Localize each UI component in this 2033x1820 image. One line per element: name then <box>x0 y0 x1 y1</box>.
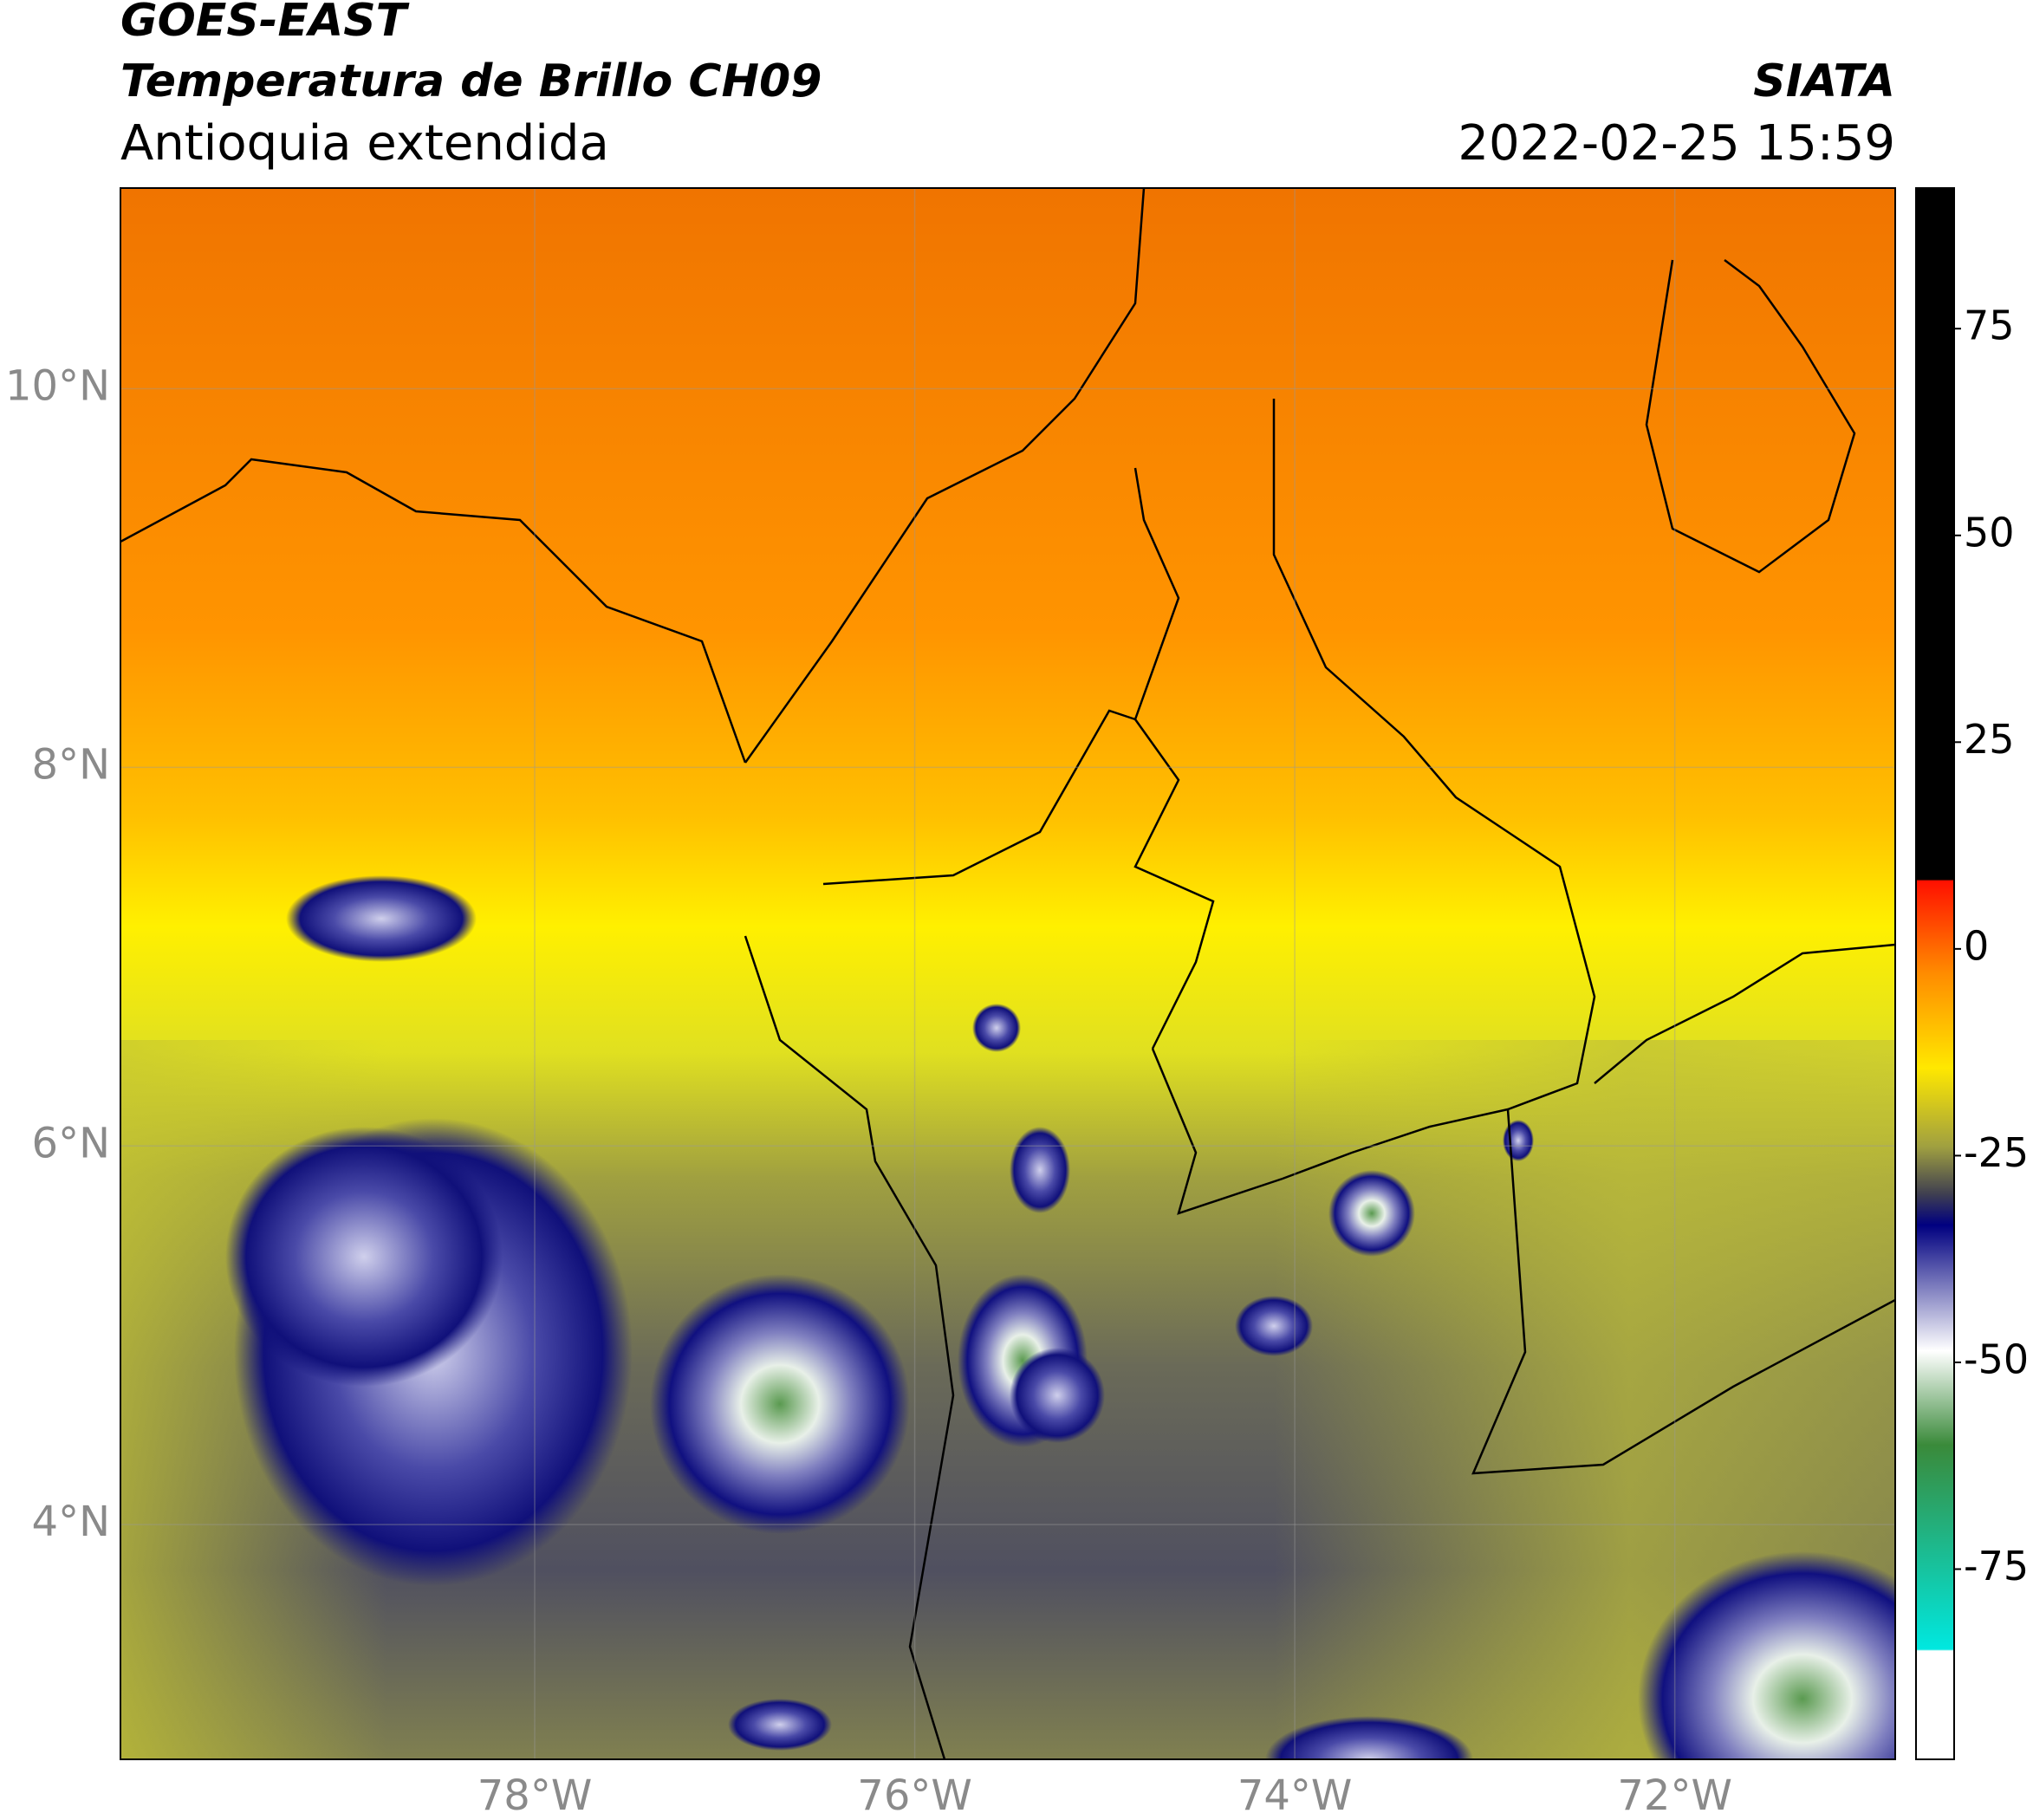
colorbar-tick-label: 0 <box>1964 922 1989 969</box>
border <box>1151 399 1596 1215</box>
labels: 78°W 76°W 74°W 72°W 10°N 8°N 6°N 4°N 75 50 25 0 -25 -… <box>5 302 2029 1820</box>
timestamp: 2022-02-25 15:59 <box>1458 115 1895 172</box>
coastline <box>1645 259 1856 574</box>
cloud <box>1638 1551 1895 1759</box>
cloud <box>1328 1170 1415 1257</box>
cloud <box>972 1004 1021 1052</box>
lat-tick-label: 4°N <box>32 1498 110 1546</box>
border <box>1471 1108 1895 1475</box>
region: Antioquia extendida <box>120 115 609 172</box>
borders <box>120 188 1895 1759</box>
lon-tick-label: 74°W <box>1237 1771 1353 1820</box>
cloud <box>1503 1120 1534 1161</box>
lat-tick-label: 8°N <box>32 740 110 789</box>
subtitle: Temperatura de Brillo CH09 <box>120 55 822 107</box>
cloud <box>1010 1127 1070 1213</box>
border <box>1594 943 1895 1084</box>
colorbar-tick-label: 25 <box>1964 716 2015 763</box>
lon-tick-label: 76°W <box>857 1771 972 1820</box>
colorbar-tick-label: -75 <box>1964 1543 2029 1589</box>
cloud <box>1010 1348 1105 1443</box>
source: SIATA <box>1753 55 1895 107</box>
cloud <box>650 1274 910 1534</box>
colorbar-tick-label: -25 <box>1964 1129 2029 1176</box>
lon-tick-label: 78°W <box>477 1771 593 1820</box>
cloud <box>1265 1716 1473 1759</box>
lon-tick-label: 72°W <box>1617 1771 1732 1820</box>
map-frame <box>120 187 1896 1760</box>
lat-tick-label: 6°N <box>32 1119 110 1167</box>
colorbar-tick-label: -50 <box>1964 1336 2029 1382</box>
colorbar-tick-label: 50 <box>1964 509 2015 556</box>
cloud <box>1235 1296 1313 1356</box>
coastline <box>120 458 747 764</box>
colorbar-tick-label: 75 <box>1964 302 2015 349</box>
map <box>120 188 1895 1759</box>
cloud <box>728 1699 832 1751</box>
cloud <box>225 1127 503 1387</box>
border <box>822 709 1136 886</box>
border <box>1133 467 1215 1050</box>
border <box>744 935 955 1759</box>
border <box>744 188 1146 764</box>
lat-tick-label: 10°N <box>5 362 110 411</box>
title: GOES-EAST <box>120 0 410 47</box>
colorbar <box>1915 187 1955 1760</box>
cloud <box>286 875 477 962</box>
